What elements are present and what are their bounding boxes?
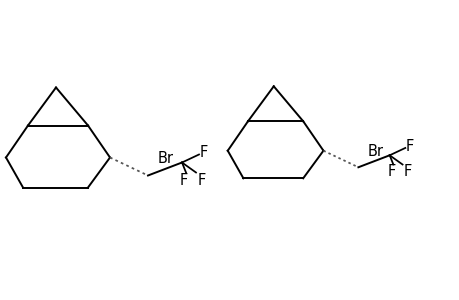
Text: Br: Br [367,144,383,159]
Text: Br: Br [157,151,174,166]
Text: F: F [200,145,207,160]
Text: F: F [197,173,206,188]
Text: F: F [405,139,413,154]
Text: F: F [179,173,188,188]
Text: F: F [386,164,395,179]
Text: F: F [403,164,411,179]
